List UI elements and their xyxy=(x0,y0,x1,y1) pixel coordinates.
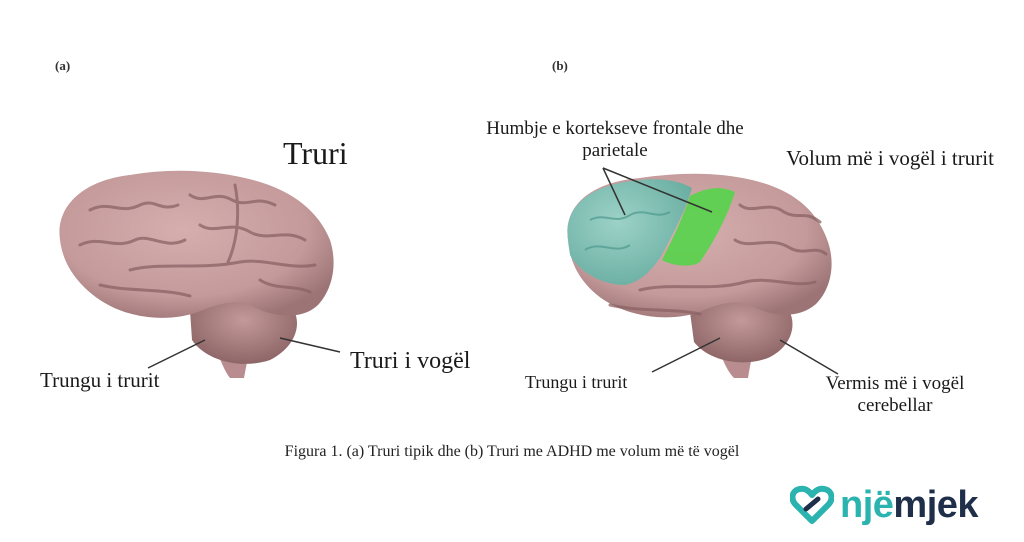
label-cortex-loss: Humbje e kortekseve frontale dhe parieta… xyxy=(486,118,744,161)
parietal-loss-highlight xyxy=(662,188,735,266)
pointer-cortex-frontal xyxy=(602,167,626,216)
brain-a xyxy=(59,170,341,378)
label-vermis: Vermis më i vogël cerebellar xyxy=(825,373,965,416)
panel-a-title: Truri xyxy=(283,135,348,171)
figure-caption: Figura 1. (a) Truri tipik dhe (b) Truri … xyxy=(284,443,740,460)
heart-link-icon xyxy=(790,485,834,524)
pointer-brainstem-a xyxy=(147,339,206,369)
logo-part-2: mjek xyxy=(893,483,979,526)
label-smaller-volume: Volum më i vogël i trurit xyxy=(786,146,994,170)
cerebrum-a xyxy=(59,170,334,318)
label-cerebellum-a: Truri i vogël xyxy=(350,348,471,374)
logo-wordmark: njëmjek xyxy=(840,483,979,527)
panel-b-tag: (b) xyxy=(552,58,568,73)
pointer-cortex-parietal xyxy=(602,167,713,213)
pointer-brainstem-b xyxy=(651,337,721,373)
pointer-vermis xyxy=(779,339,839,375)
frontal-loss-highlight xyxy=(567,179,692,285)
brain-b xyxy=(567,167,839,378)
panel-a-tag: (a) xyxy=(55,58,71,73)
label-brainstem-a: Trungu i trurit xyxy=(40,368,160,392)
label-brainstem-b: Trungu i trurit xyxy=(525,372,628,392)
brand-logo[interactable]: njëmjek xyxy=(790,480,1015,530)
logo-part-1: një xyxy=(840,483,894,526)
pointer-cerebellum-a xyxy=(279,337,341,353)
